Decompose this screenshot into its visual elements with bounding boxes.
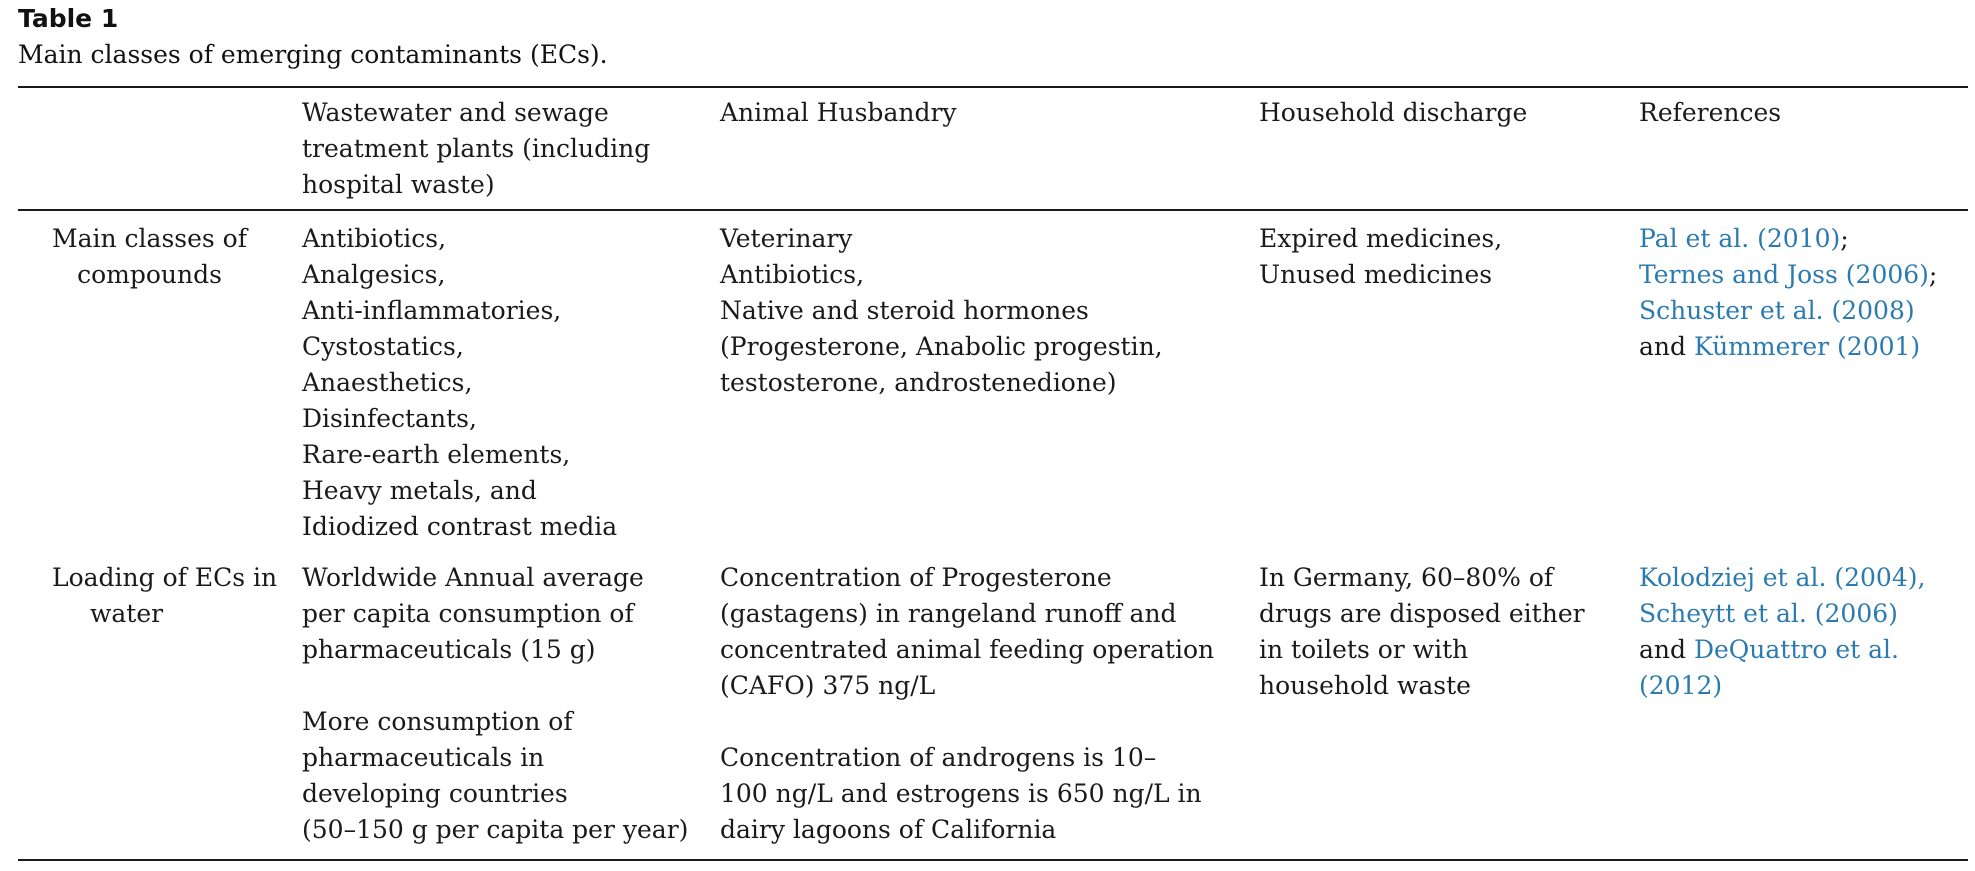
reference-link[interactable]: DeQuattro et al. xyxy=(1693,635,1899,664)
top-rule xyxy=(18,86,1968,88)
header-rule xyxy=(18,209,1968,211)
header-wastewater: Wastewater and sewage treatment plants (… xyxy=(302,98,651,199)
row-label-main-classes: Main classes of compounds xyxy=(52,224,247,289)
reference-link[interactable]: Scheytt et al. (2006) xyxy=(1639,599,1898,628)
header-references: References xyxy=(1639,98,1782,127)
reference-link[interactable]: (2012) xyxy=(1639,671,1723,700)
cell-main-classes-references: Pal et al. (2010); Ternes and Joss (2006… xyxy=(1639,224,1938,361)
cell-main-classes-animal: Veterinary Antibiotics, Native and stero… xyxy=(720,224,1163,397)
cell-loading-animal: Concentration of Progesterone (gastagens… xyxy=(720,563,1215,844)
header-household: Household discharge xyxy=(1259,98,1528,127)
header-animal-husbandry: Animal Husbandry xyxy=(720,98,957,127)
cell-loading-household: In Germany, 60–80% of drugs are disposed… xyxy=(1259,563,1585,700)
reference-link[interactable]: Ternes and Joss (2006) xyxy=(1639,260,1929,289)
cell-main-classes-household: Expired medicines, Unused medicines xyxy=(1259,224,1503,289)
cell-main-classes-wastewater: Antibiotics, Analgesics, Anti-inflammato… xyxy=(302,224,618,541)
row-label-loading: Loading of ECs in water xyxy=(52,563,278,628)
cell-loading-wastewater: Worldwide Annual average per capita cons… xyxy=(302,563,689,844)
reference-link[interactable]: Pal et al. (2010) xyxy=(1639,224,1841,253)
cell-loading-references: Kolodziej et al. (2004), Scheytt et al. … xyxy=(1639,563,1926,700)
reference-link[interactable]: Kümmerer (2001) xyxy=(1693,332,1921,361)
bottom-rule xyxy=(18,859,1968,861)
reference-link[interactable]: Schuster et al. (2008) xyxy=(1639,296,1915,325)
table-label: Table 1 xyxy=(18,4,119,33)
table-caption: Main classes of emerging contaminants (E… xyxy=(18,40,608,69)
reference-link[interactable]: Kolodziej et al. (2004), xyxy=(1639,563,1926,592)
